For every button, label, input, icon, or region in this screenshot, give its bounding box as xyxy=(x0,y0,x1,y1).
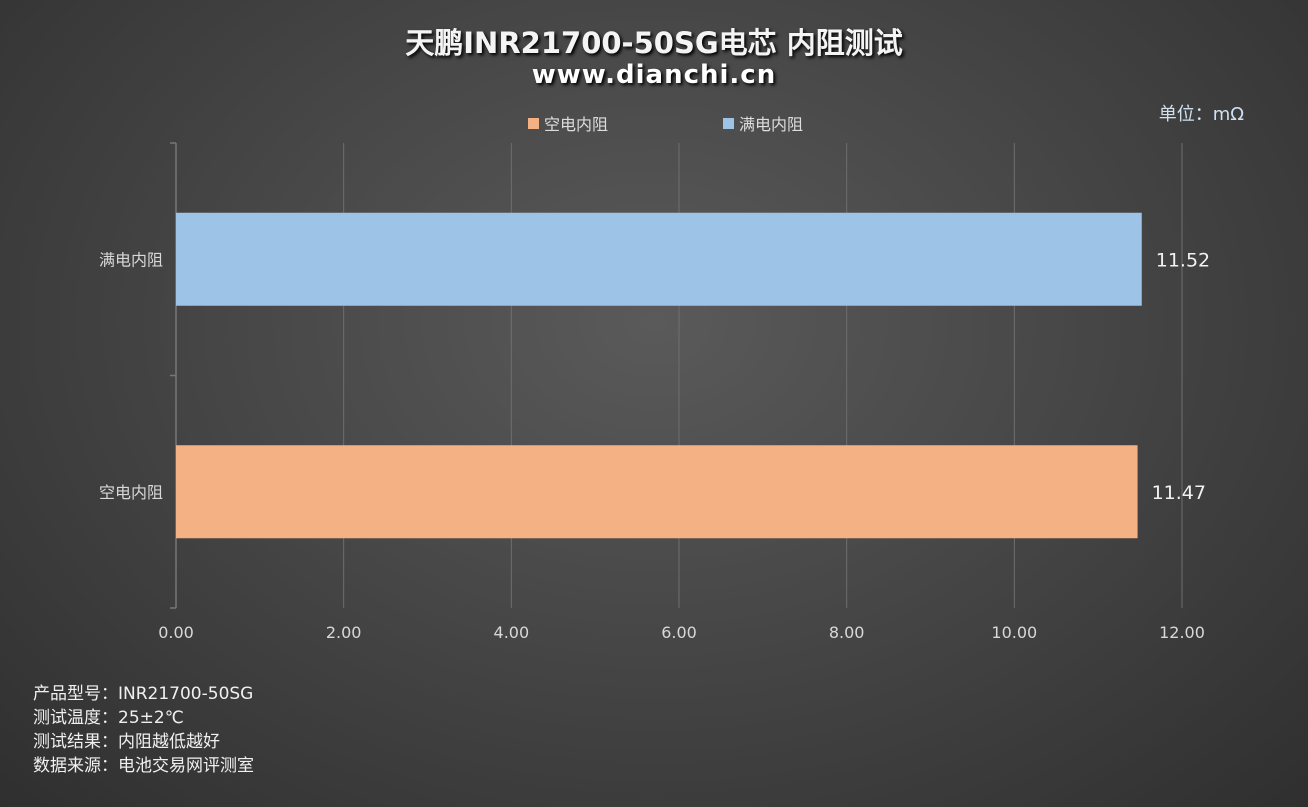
x-tick-label: 0.00 xyxy=(158,623,194,642)
unit-label: 单位：mΩ xyxy=(1158,104,1244,125)
y-tick-label: 满电内阻 xyxy=(99,250,163,269)
legend-item-full: 满电内阻 xyxy=(723,111,803,135)
legend-item-empty: 空电内阻 xyxy=(528,111,608,135)
notes: 产品型号：INR21700-50SG 测试温度：25±2℃ 测试结果：内阻越低越… xyxy=(33,682,254,778)
data-label: 11.47 xyxy=(1152,482,1206,504)
x-tick-label: 12.00 xyxy=(1159,623,1205,642)
x-tick-label: 6.00 xyxy=(661,623,697,642)
x-tick-label: 8.00 xyxy=(829,623,865,642)
chart-subtitle: www.dianchi.cn xyxy=(531,60,777,90)
chart-title: 天鹏INR21700-50SG电芯 内阻测试 xyxy=(405,26,903,60)
x-tick-label: 2.00 xyxy=(326,623,362,642)
data-label: 11.52 xyxy=(1156,249,1210,271)
y-tick-label: 空电内阻 xyxy=(99,483,163,502)
note-temperature: 测试温度：25±2℃ xyxy=(33,708,184,728)
bar-empty xyxy=(176,445,1138,539)
note-result: 测试结果：内阻越低越好 xyxy=(33,732,220,752)
legend-label: 满电内阻 xyxy=(739,115,804,134)
legend-swatch xyxy=(528,117,539,129)
legend-label: 空电内阻 xyxy=(544,115,609,134)
x-tick-label: 10.00 xyxy=(991,623,1037,642)
note-source: 数据来源：电池交易网评测室 xyxy=(33,756,254,776)
note-model: 产品型号：INR21700-50SG xyxy=(33,684,254,704)
legend-swatch xyxy=(723,117,734,129)
x-tick-label: 4.00 xyxy=(494,623,530,642)
bar-full xyxy=(176,212,1142,306)
